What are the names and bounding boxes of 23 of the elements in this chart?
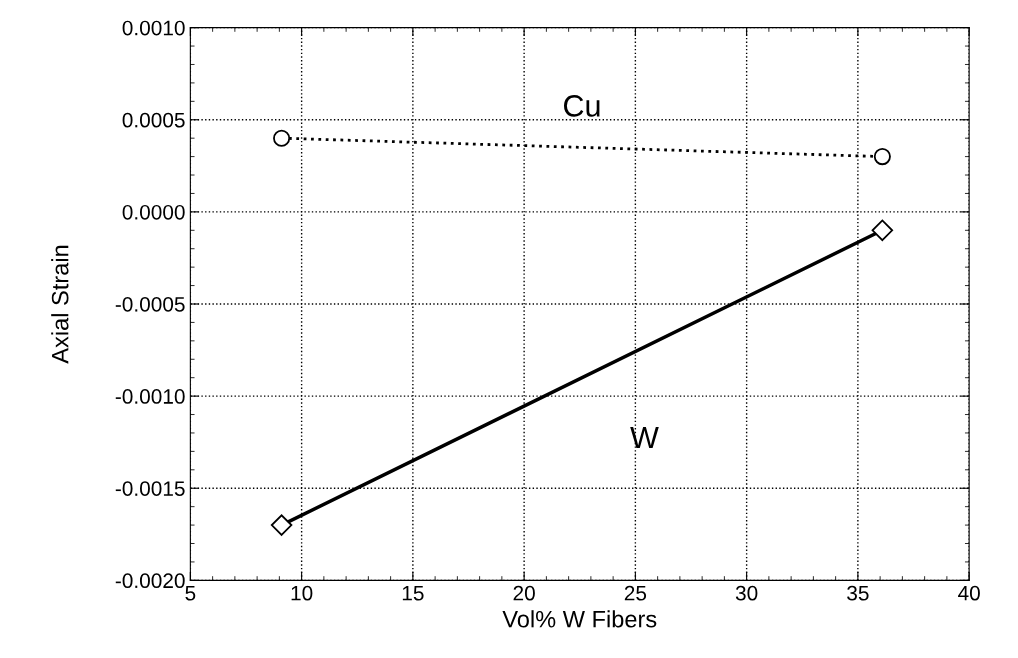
point	[873, 148, 891, 166]
y-tick-label: 0.0005	[122, 112, 185, 128]
x-tick-label: 25	[624, 585, 647, 601]
y-axis-title: Axial Strain	[51, 245, 69, 364]
x-axis-title: Vol% W Fibers	[502, 610, 657, 628]
x-tick-label: 20	[513, 585, 535, 601]
point	[871, 219, 894, 242]
point	[270, 514, 293, 536]
y-tick-label: -0.0015	[115, 481, 185, 496]
text: W	[630, 427, 659, 449]
y-tick-label: -0.0005	[115, 297, 185, 312]
x-tick-label: 40	[958, 585, 980, 601]
series-label: Cu	[564, 95, 600, 117]
y-tick-label: 0.0000	[122, 204, 185, 220]
x-tick-label: 30	[735, 585, 758, 601]
y-tick-label: -0.0010	[115, 389, 185, 404]
x-tick-label: 5	[185, 585, 196, 601]
y-tick-label: -0.0020	[115, 573, 185, 589]
x-tick-label: 35	[847, 585, 869, 601]
x-tick-label: 10	[291, 585, 313, 601]
y-tick-label: 0.0010	[122, 20, 185, 36]
point	[273, 129, 291, 147]
x-tick-label: 15	[402, 585, 424, 601]
